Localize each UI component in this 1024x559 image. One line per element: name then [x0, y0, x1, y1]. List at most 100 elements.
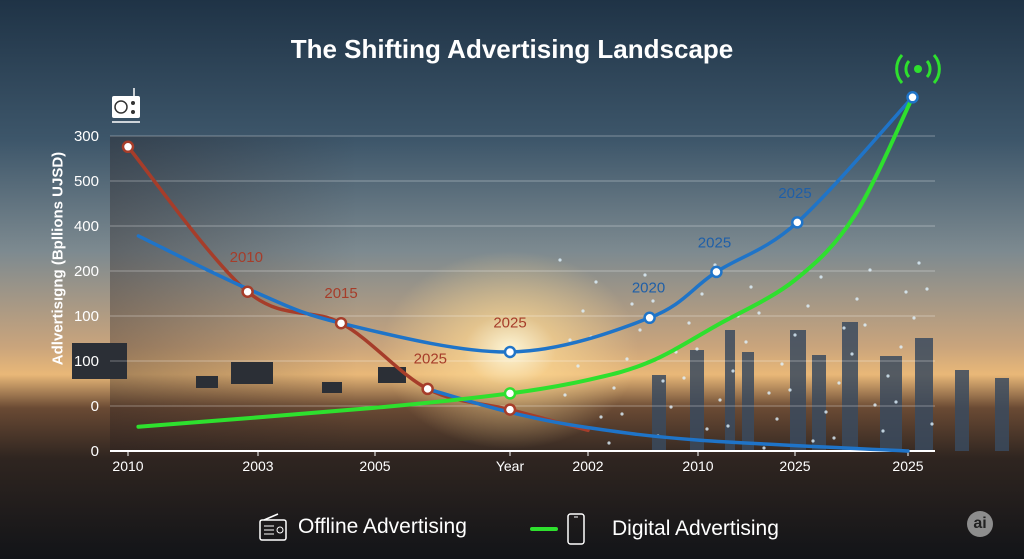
network-node — [630, 302, 634, 306]
network-node — [731, 369, 735, 373]
legend-item-digital[interactable]: Digital Advertising — [530, 512, 779, 546]
building — [742, 352, 754, 451]
network-node — [894, 400, 898, 404]
wifi-signal-icon — [895, 54, 941, 84]
data-point-marker — [503, 345, 517, 359]
network-node — [904, 290, 908, 294]
annotation-label: 2020 — [632, 280, 665, 297]
annotation-label: 2015 — [324, 285, 357, 302]
data-point-marker — [503, 403, 517, 416]
data-point-marker — [121, 140, 135, 154]
billboard — [196, 376, 218, 388]
building — [725, 330, 735, 451]
network-node — [749, 285, 753, 289]
network-node — [612, 386, 616, 390]
legend-label-digital: Digital Advertising — [612, 517, 779, 540]
building — [652, 375, 666, 451]
y-tick-label: 300 — [74, 128, 99, 145]
network-node — [899, 345, 903, 349]
x-tick-label: 2025 — [892, 458, 923, 474]
axes: 0 0 100 100 200 400 500 300 2010 2003 2005 Year 2002… — [74, 128, 935, 474]
building — [915, 338, 933, 451]
network-node — [886, 374, 890, 378]
annotation-label: 2025 — [698, 235, 731, 252]
network-node — [873, 403, 877, 407]
radio-icon — [259, 513, 287, 541]
network-node — [863, 323, 867, 327]
network-node — [687, 321, 691, 325]
network-node — [643, 273, 647, 277]
y-axis-label: Adlvertisıgng (Bpllions UJSD) — [49, 151, 67, 366]
data-point-marker — [791, 216, 804, 229]
network-node — [925, 287, 929, 291]
network-node — [651, 299, 655, 303]
network-node — [695, 347, 699, 351]
network-node — [625, 357, 629, 361]
y-tick-label: 100 — [74, 308, 99, 325]
building — [880, 356, 902, 451]
y-tick-label: 400 — [74, 218, 99, 235]
building — [955, 370, 969, 451]
network-node — [563, 393, 567, 397]
data-point-marker — [906, 91, 919, 104]
data-point-marker — [241, 285, 254, 298]
network-node — [855, 297, 859, 301]
network-node — [558, 258, 562, 262]
radio-icon — [112, 88, 140, 123]
building — [812, 355, 826, 451]
series-markers — [121, 91, 919, 416]
network-node — [744, 340, 748, 344]
network-node — [576, 364, 580, 368]
network-node — [832, 436, 836, 440]
network-node — [599, 415, 603, 419]
billboards — [72, 343, 406, 393]
y-tick-label: 0 — [91, 398, 99, 415]
ai-badge: ai — [967, 511, 993, 537]
y-tick-label: 500 — [74, 173, 99, 190]
building — [995, 378, 1009, 451]
series-line-2 — [428, 388, 910, 453]
network-node — [620, 412, 624, 416]
network-node — [762, 446, 766, 450]
network-node — [793, 333, 797, 337]
x-tick-label: 2002 — [572, 458, 603, 474]
annotation-label: 2010 — [230, 249, 263, 266]
network-node — [788, 388, 792, 392]
network-node — [917, 261, 921, 265]
building — [790, 330, 806, 451]
network-node — [669, 405, 673, 409]
network-node — [842, 326, 846, 330]
network-node — [568, 338, 572, 342]
x-tick-label: 2010 — [682, 458, 713, 474]
building — [690, 350, 704, 451]
network-node — [661, 379, 665, 383]
annotation-label: 2025 — [493, 315, 526, 332]
legend-item-offline[interactable]: Offline Advertising — [258, 512, 467, 542]
series-line-3 — [136, 95, 915, 429]
billboard — [231, 362, 273, 384]
legend-swatch-digital — [530, 527, 558, 531]
network-node — [607, 441, 611, 445]
data-point-marker — [503, 387, 517, 400]
chart-title: The Shifting Advertising Landscape — [290, 34, 734, 64]
network-node — [930, 422, 934, 426]
city-skyline — [558, 258, 1009, 451]
network-node — [581, 309, 585, 313]
x-tick-label: Year — [496, 458, 525, 474]
network-node — [775, 417, 779, 421]
network-node — [824, 410, 828, 414]
annotation-label: 2025 — [778, 185, 811, 202]
x-tick-label: 2025 — [779, 458, 810, 474]
network-node — [868, 268, 872, 272]
annotation-label: 2025 — [414, 351, 447, 368]
network-node — [638, 328, 642, 332]
x-tick-label: 2003 — [242, 458, 273, 474]
network-node — [780, 362, 784, 366]
network-node — [811, 439, 815, 443]
data-point-marker — [334, 316, 348, 330]
network-node — [682, 376, 686, 380]
x-tick-label: 2005 — [359, 458, 390, 474]
y-tick-label: 100 — [74, 353, 99, 370]
network-node — [819, 275, 823, 279]
